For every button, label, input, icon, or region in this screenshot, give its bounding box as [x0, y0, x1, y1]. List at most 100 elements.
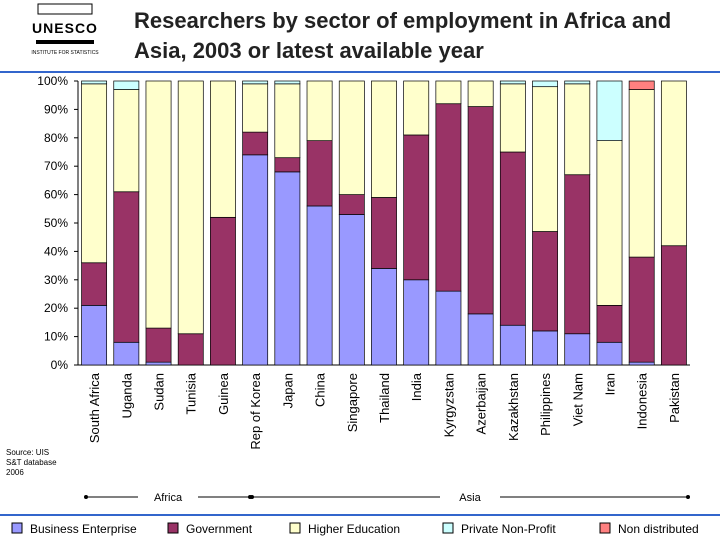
x-tick-label: Guinea	[216, 372, 231, 415]
region-label: Africa	[154, 492, 183, 504]
x-tick-label: Japan	[280, 373, 295, 408]
y-tick-label: 60%	[44, 188, 68, 202]
x-tick-label: Rep of Korea	[248, 372, 263, 449]
x-tick-label: India	[409, 372, 424, 401]
bar-segment	[177, 333, 204, 366]
x-tick-label: Singapore	[345, 373, 360, 432]
bar-segment	[81, 305, 108, 366]
bar-segment	[499, 83, 526, 153]
bar-segment	[274, 83, 301, 159]
chart-title: Researchers by sector of employment in A…	[134, 8, 672, 63]
bar-segment	[306, 205, 333, 366]
bar-segment	[564, 174, 591, 335]
bar-segment	[242, 154, 269, 366]
bar-segment	[660, 80, 687, 247]
x-tick-label: Iran	[602, 373, 617, 395]
bar-segment	[596, 140, 623, 306]
bar-segment	[177, 80, 204, 335]
legend-label: Non distributed	[618, 522, 699, 536]
logo-base	[36, 40, 94, 44]
bar-segment	[274, 171, 301, 366]
bar-segment	[242, 131, 269, 156]
bar-segment	[467, 106, 494, 315]
y-tick-label: 30%	[44, 273, 68, 287]
bar-segment	[532, 80, 558, 88]
logo: UNESCO INSTITUTE FOR STATISTICS	[31, 3, 99, 56]
x-tick-label: Thailand	[377, 373, 392, 423]
bar-segment	[467, 80, 494, 107]
bar-segment	[371, 80, 397, 198]
y-tick-label: 20%	[44, 301, 68, 315]
legend-label: Government	[186, 522, 253, 536]
bar-segment	[532, 231, 558, 332]
bar-segment	[628, 361, 655, 366]
bar-segment	[338, 194, 365, 215]
bar-segment	[596, 341, 623, 366]
bar-segment	[210, 80, 236, 218]
bar-segment	[242, 83, 269, 133]
bar-segment	[210, 216, 236, 366]
y-tick-label: 90%	[44, 102, 68, 116]
x-tick-label: China	[313, 372, 328, 407]
bar-segment	[403, 80, 430, 136]
legend-swatch	[167, 522, 179, 534]
bar-segment	[499, 151, 526, 326]
source-note: Source: UIS S&T database 2006	[6, 448, 57, 477]
bar-segment	[113, 341, 140, 366]
bar-segment	[274, 80, 301, 85]
x-tick-label: Viet Nam	[570, 373, 585, 426]
bar-segment	[628, 80, 655, 90]
region-end	[84, 495, 88, 499]
bar-segment	[306, 80, 333, 141]
x-tick-label: Kazakhstan	[506, 373, 521, 441]
bar-segment	[435, 80, 462, 105]
bar-segment	[113, 191, 140, 343]
bar-segment	[113, 80, 140, 90]
y-tick-label: 80%	[44, 131, 68, 145]
bar-segment	[628, 256, 655, 363]
logo-roof	[37, 3, 93, 15]
y-tick-label: 10%	[44, 330, 68, 344]
x-tick-label: Kyrgyzstan	[441, 373, 456, 437]
bar-segment	[306, 140, 333, 207]
legend-swatch	[289, 522, 301, 534]
bar-segment	[435, 290, 462, 366]
bar-segment	[81, 262, 108, 306]
bar-segment	[242, 80, 269, 85]
bar-segment	[596, 305, 623, 343]
bar-segment	[564, 83, 591, 176]
bar-segment	[81, 80, 108, 85]
bar-segment	[564, 80, 591, 85]
bar-segment	[145, 327, 172, 363]
bar-segment	[403, 134, 430, 281]
y-tick-label: 40%	[44, 244, 68, 258]
bar-segment	[145, 80, 172, 329]
logo-name: UNESCO	[32, 20, 98, 36]
y-tick-label: 70%	[44, 159, 68, 173]
bar-segment	[499, 80, 526, 85]
bar-segment	[628, 89, 655, 258]
region-end	[686, 495, 690, 499]
y-tick-label: 50%	[44, 216, 68, 230]
bar-segment	[371, 197, 397, 269]
x-tick-label: Azerbaijan	[474, 373, 489, 434]
bar-segment	[564, 333, 591, 366]
bar-segment	[145, 361, 172, 366]
bar-segment	[660, 245, 687, 366]
y-tick-label: 0%	[51, 358, 69, 372]
bar-segment	[338, 80, 365, 195]
x-tick-label: Sudan	[152, 373, 167, 411]
legend-swatch	[599, 522, 611, 534]
bar-segment	[338, 214, 365, 366]
x-tick-label: Pakistan	[667, 373, 682, 423]
x-tick-label: Tunisia	[184, 372, 199, 414]
legend-swatch	[11, 522, 23, 534]
x-tick-label: Uganda	[119, 372, 134, 418]
legend-label: Higher Education	[308, 522, 400, 536]
region-end	[250, 495, 254, 499]
bar-segment	[113, 89, 140, 193]
region-label: Asia	[459, 492, 481, 504]
bar-segment	[371, 268, 397, 366]
